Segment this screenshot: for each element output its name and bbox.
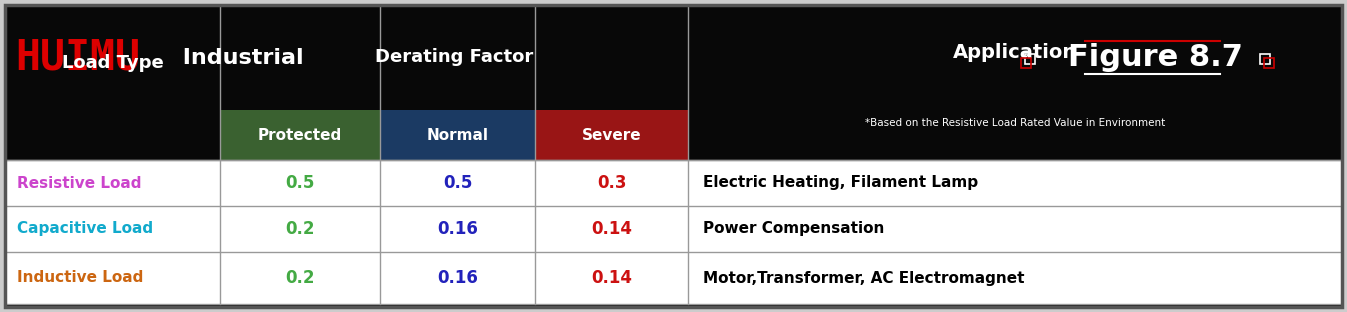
Text: 0.14: 0.14 (591, 269, 632, 287)
Bar (5, 160, 1342, 206)
Text: 0.3: 0.3 (597, 174, 626, 192)
Text: HUIMU: HUIMU (15, 37, 140, 79)
Bar (5, 252, 1342, 304)
Text: Derating Factor: Derating Factor (374, 48, 533, 66)
Bar (535, 110, 688, 160)
Text: Resistive Load: Resistive Load (18, 175, 141, 191)
Text: 0.16: 0.16 (436, 220, 478, 238)
Bar (220, 110, 380, 160)
Text: 0.5: 0.5 (443, 174, 473, 192)
Bar (5, 206, 1342, 252)
Text: Application: Application (952, 43, 1078, 62)
Text: 0.16: 0.16 (436, 269, 478, 287)
Text: Industrial: Industrial (175, 47, 303, 67)
Text: 0.2: 0.2 (286, 220, 315, 238)
Bar (1025, 53, 1034, 64)
Text: 0.2: 0.2 (286, 269, 315, 287)
Text: Motor,Transformer, AC Electromagnet: Motor,Transformer, AC Electromagnet (703, 271, 1025, 285)
Text: Load Type: Load Type (62, 54, 163, 72)
Text: Figure 8.7: Figure 8.7 (1068, 43, 1242, 72)
Text: Severe: Severe (582, 128, 641, 143)
Text: Electric Heating, Filament Lamp: Electric Heating, Filament Lamp (703, 175, 978, 191)
Text: Inductive Load: Inductive Load (18, 271, 143, 285)
Bar (5, 5, 1342, 160)
Bar (1263, 57, 1274, 67)
Bar (380, 110, 535, 160)
Text: Protected: Protected (257, 128, 342, 143)
Text: Capacitive Load: Capacitive Load (18, 222, 154, 236)
Bar (1259, 53, 1270, 64)
Text: *Based on the Resistive Load Rated Value in Environment: *Based on the Resistive Load Rated Value… (865, 118, 1165, 128)
Text: 0.14: 0.14 (591, 220, 632, 238)
Text: Power Compensation: Power Compensation (703, 222, 885, 236)
Text: Normal: Normal (427, 128, 489, 143)
Text: 0.5: 0.5 (286, 174, 315, 192)
Bar (1021, 57, 1030, 67)
